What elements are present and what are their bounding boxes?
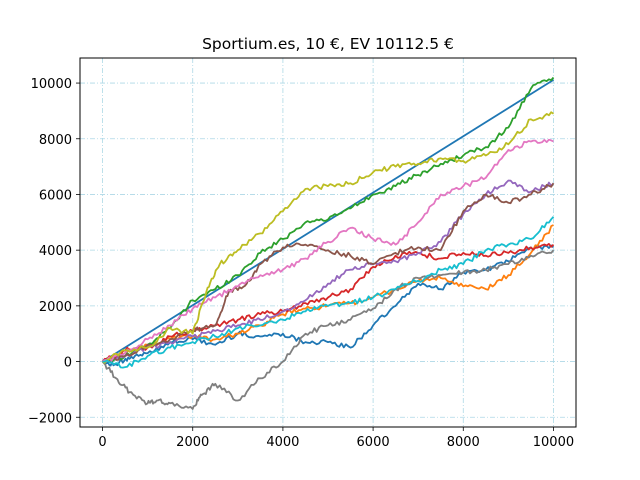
y-tick-label: 4000 (39, 244, 72, 259)
x-tick-label: 0 (98, 435, 106, 450)
y-tick-label: 0 (64, 356, 72, 371)
series-line-0 (102, 79, 554, 363)
series-line-10 (102, 216, 555, 369)
x-tick-label: 6000 (357, 435, 390, 450)
x-axis: 0 2000 4000 6000 8000 10000 (98, 427, 574, 450)
series-line-8 (101, 249, 555, 410)
x-tick-label: 4000 (266, 435, 299, 450)
y-tick-label: 6000 (39, 188, 72, 203)
x-tick-label: 10000 (533, 435, 574, 450)
series-line-1 (102, 244, 555, 367)
plot-frame (79, 57, 577, 428)
chart-title: Sportium.es, 10 €, EV 10112.5 € (202, 35, 454, 53)
series-group (101, 76, 555, 410)
y-tick-label: 2000 (39, 300, 72, 315)
x-tick-label: 8000 (447, 435, 480, 450)
series-line-9 (102, 111, 554, 364)
y-axis: −2000 0 2000 4000 6000 8000 10000 (28, 77, 80, 426)
y-tick-label: −2000 (28, 411, 72, 426)
y-tick-label: 8000 (39, 133, 72, 148)
x-tick-label: 2000 (176, 435, 209, 450)
series-line-6 (102, 182, 555, 363)
series-line-7 (102, 138, 554, 363)
y-tick-label: 10000 (31, 77, 72, 92)
